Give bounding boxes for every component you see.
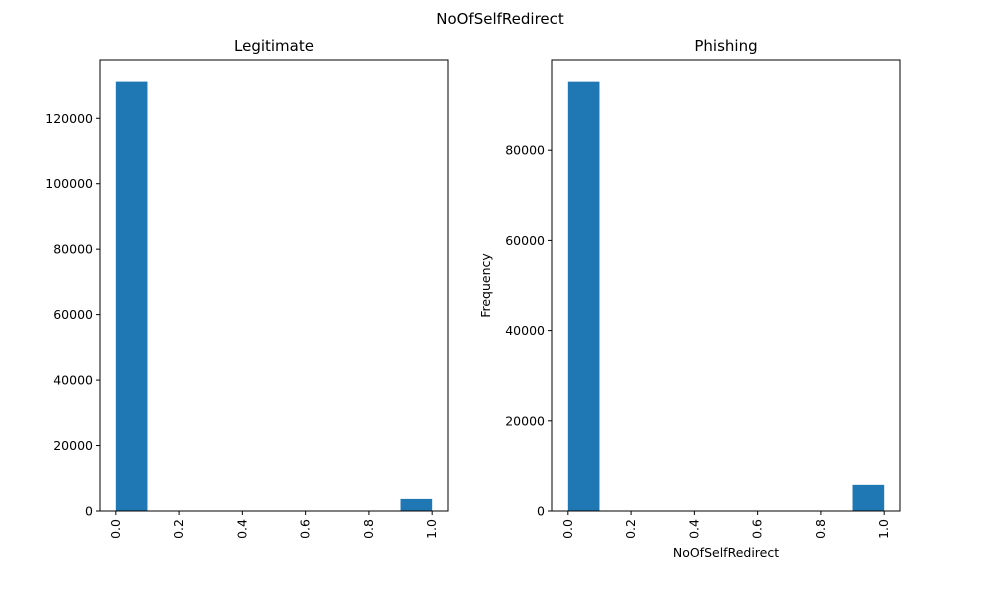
phishing-ylabel: Frequency — [478, 253, 493, 318]
phishing-xtick-label-5: 1.0 — [876, 519, 891, 539]
legitimate-ytick-label-4: 80000 — [53, 242, 93, 257]
phishing-ytick-label-1: 20000 — [505, 413, 545, 428]
phishing-ytick-label-0: 0 — [537, 504, 545, 519]
legitimate-ytick-label-1: 20000 — [53, 438, 93, 453]
legitimate-xtick-label-4: 0.8 — [361, 519, 376, 539]
legitimate-histogram: Legitimate 0.0 0.2 0.4 0.6 0.8 1.0 0 20000 40000 6… — [45, 37, 449, 539]
figure-title: NoOfSelfRedirect — [436, 10, 564, 28]
legitimate-ytick-label-3: 60000 — [53, 307, 93, 322]
legitimate-ytick-label-6: 120000 — [45, 111, 93, 126]
legitimate-title: Legitimate — [234, 37, 314, 55]
legitimate-ytick-label-0: 0 — [85, 504, 93, 519]
phishing-ytick-label-2: 40000 — [505, 323, 545, 338]
legitimate-xtick-label-1: 0.2 — [171, 519, 186, 539]
legitimate-xtick-label-5: 1.0 — [424, 519, 439, 539]
legitimate-axes-frame — [99, 59, 449, 512]
phishing-ytick-label-3: 60000 — [505, 233, 545, 248]
legitimate-bar-0 — [115, 81, 148, 512]
phishing-xtick-label-2: 0.4 — [686, 519, 701, 539]
legitimate-bar-1 — [400, 498, 433, 511]
phishing-xtick-label-1: 0.2 — [623, 519, 638, 539]
legitimate-xtick-label-3: 0.6 — [298, 519, 313, 539]
phishing-bar-0 — [567, 81, 600, 511]
phishing-title: Phishing — [694, 37, 757, 55]
phishing-xtick-label-0: 0.0 — [560, 519, 575, 539]
phishing-xtick-label-4: 0.8 — [813, 519, 828, 539]
legitimate-ytick-label-2: 40000 — [53, 373, 93, 388]
legitimate-xtick-label-2: 0.4 — [234, 519, 249, 539]
phishing-bar-1 — [852, 484, 885, 511]
phishing-xlabel: NoOfSelfRedirect — [673, 545, 779, 560]
phishing-xtick-label-3: 0.6 — [750, 519, 765, 539]
phishing-axes-frame — [551, 59, 901, 512]
phishing-histogram: Phishing 0.0 0.2 0.4 0.6 0.8 1.0 0 20000 40000 600… — [478, 37, 901, 560]
legitimate-xtick-label-0: 0.0 — [108, 519, 123, 539]
legitimate-ytick-label-5: 100000 — [45, 176, 93, 191]
phishing-ytick-label-4: 80000 — [505, 143, 545, 158]
